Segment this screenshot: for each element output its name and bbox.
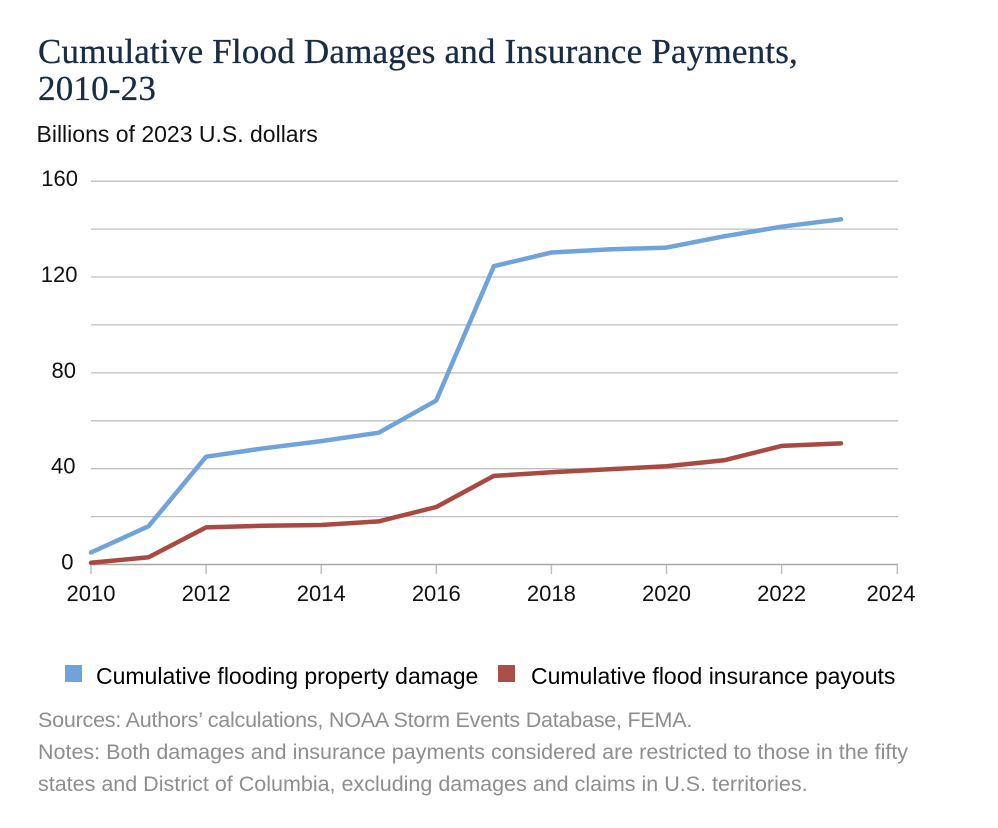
svg-text:2018: 2018 bbox=[527, 581, 576, 606]
svg-text:2010: 2010 bbox=[67, 581, 116, 606]
svg-text:2020: 2020 bbox=[642, 581, 691, 606]
svg-text:2012: 2012 bbox=[182, 581, 231, 606]
svg-text:2024: 2024 bbox=[867, 581, 916, 606]
svg-text:2014: 2014 bbox=[297, 581, 346, 606]
svg-text:2016: 2016 bbox=[412, 581, 461, 606]
svg-text:80: 80 bbox=[52, 358, 76, 383]
svg-text:120: 120 bbox=[41, 262, 78, 287]
svg-text:160: 160 bbox=[41, 166, 78, 191]
svg-text:0: 0 bbox=[61, 550, 73, 575]
svg-text:40: 40 bbox=[51, 454, 75, 479]
svg-text:2022: 2022 bbox=[757, 581, 806, 606]
